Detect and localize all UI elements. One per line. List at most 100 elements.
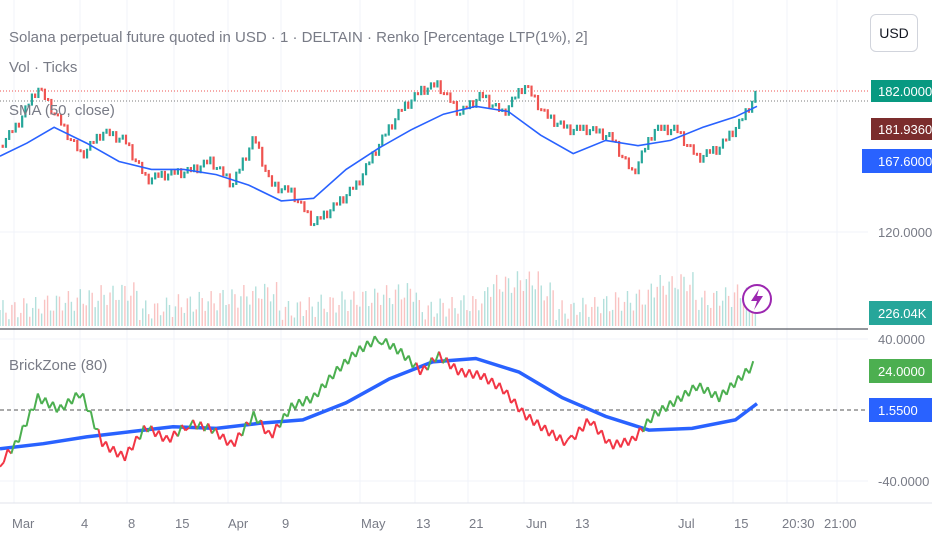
volume-bar (261, 298, 263, 326)
brickzone-segment (161, 434, 168, 443)
time-label-jun: Jun (526, 516, 547, 531)
volume-bar (308, 297, 310, 326)
volume-bar (52, 310, 55, 326)
renko-brick (442, 92, 446, 96)
renko-brick (572, 128, 575, 136)
currency-selector[interactable]: USD (870, 14, 918, 52)
volume-bar (418, 300, 421, 326)
lightning-icon[interactable] (742, 284, 772, 314)
renko-brick (270, 175, 274, 187)
volume-bar (403, 297, 406, 326)
renko-brick (150, 177, 154, 185)
renko-brick (50, 98, 53, 115)
renko-brick (536, 95, 540, 111)
volume-bar (707, 305, 709, 326)
volume-bar (588, 316, 590, 326)
volume-bar (481, 303, 483, 326)
renko-brick (34, 93, 37, 99)
brickzone-segment (324, 374, 331, 389)
volume-bar (192, 311, 195, 326)
volume-bar (549, 282, 551, 326)
badge-volume-text: 226.04K (878, 306, 927, 321)
volume-bar (718, 305, 721, 326)
brickzone-segment (680, 389, 687, 402)
brickzone-segment (563, 438, 569, 447)
time-axis[interactable]: Mar 4 8 15 Apr 9 May 13 21 Jun 13 Jul 15… (12, 516, 857, 531)
renko-brick (420, 85, 423, 96)
renko-brick (497, 102, 501, 112)
volume-bar (109, 292, 111, 326)
renko-brick (215, 166, 218, 170)
volume-bar (8, 319, 10, 326)
brickzone-segment (70, 392, 77, 405)
volume-bars (0, 271, 757, 326)
renko-brick (212, 156, 215, 170)
renko-brick (144, 171, 147, 176)
renko-brick (455, 101, 459, 116)
renko-brick (384, 133, 387, 137)
brickzone-segment (650, 409, 656, 424)
renko-brick (335, 202, 338, 206)
renko-brick (627, 157, 630, 170)
renko-brick (63, 123, 66, 127)
volume-bar (323, 308, 325, 326)
volume-bar (668, 281, 670, 326)
brickzone-segment (226, 439, 232, 446)
volume-bar (594, 297, 596, 326)
lower-axis[interactable]: 40.0000 -40.0000 24.0000 1.5500 (869, 332, 932, 489)
renko-brick (309, 210, 313, 226)
renko-brick (326, 210, 329, 219)
volume-bar (136, 290, 138, 326)
brickzone-segment (347, 351, 353, 365)
volume-bar (234, 294, 236, 326)
volume-bar (382, 294, 385, 326)
brickzone-segment (472, 370, 478, 379)
brickzone-segment (706, 386, 713, 399)
renko-brick (751, 100, 754, 113)
renko-brick (494, 102, 497, 107)
time-label-4: 4 (81, 516, 88, 531)
renko-brick (637, 161, 640, 175)
renko-brick (348, 186, 351, 197)
renko-brick (410, 99, 413, 109)
renko-brick (468, 100, 471, 110)
volume-bar (677, 289, 679, 326)
renko-brick (754, 90, 757, 103)
brickzone-segment (574, 426, 581, 440)
brickzone-segment (294, 398, 300, 410)
renko-brick (650, 137, 653, 141)
volume-bar (409, 288, 412, 326)
brickzone-segment (616, 439, 622, 448)
renko-brick (244, 157, 248, 161)
volume-bar (174, 306, 177, 326)
brickzone-segment (192, 419, 198, 430)
brickzone-segment (634, 427, 641, 442)
volume-bar (626, 291, 629, 326)
volume-bar (249, 304, 251, 326)
volume-bar (689, 284, 691, 326)
chart-title: Solana perpetual future quoted in USD · … (9, 29, 588, 46)
volume-bar (290, 315, 293, 326)
renko-brick (313, 223, 316, 227)
brickzone-segment (298, 398, 304, 407)
volume-bar (162, 311, 165, 326)
renko-brick (705, 149, 708, 157)
renko-brick (666, 124, 669, 136)
renko-brick (465, 105, 468, 110)
brickzone-segment (33, 393, 39, 411)
brickzone-segment (10, 440, 17, 454)
volume-bar (314, 316, 316, 326)
badge-181 (871, 118, 932, 140)
volume-bar (347, 310, 349, 326)
volume-bar (150, 318, 153, 326)
volume-bar (525, 279, 528, 326)
volume-bar (739, 298, 742, 326)
volume-bar (183, 312, 186, 326)
brickzone-segment (464, 368, 471, 378)
renko-brick (715, 146, 718, 155)
brickzone-segment (593, 421, 599, 435)
renko-brick (708, 149, 712, 154)
price-axis[interactable]: 120.0000 182.0000 181.9360 167.6000 226.… (862, 80, 932, 325)
renko-brick (280, 188, 283, 194)
